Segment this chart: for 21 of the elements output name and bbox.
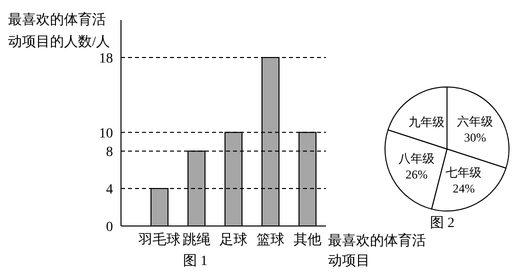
data-label: 24% [452, 181, 475, 196]
slice-label: 七年级 [446, 165, 482, 180]
slice-label: 八年级 [398, 152, 435, 166]
y-tick-label: 4 [106, 182, 113, 198]
y-tick-label: 18 [99, 51, 113, 66]
data-label: 30% [464, 130, 486, 145]
text: 图 2 [430, 215, 454, 232]
text: 图 1 [183, 253, 208, 270]
x-tick-label: 跳绳 [182, 232, 210, 248]
y-tick-label: 8 [106, 145, 113, 160]
x-tick-label: 篮球 [256, 232, 284, 248]
x-tick-label: 羽毛球 [138, 232, 180, 248]
data-label: 26% [406, 168, 428, 182]
x-tick-label: 其他 [294, 232, 322, 248]
slice-label: 九年级 [408, 114, 445, 129]
slice-label: 六年级 [457, 114, 494, 129]
y-tick-label: 0 [106, 220, 113, 235]
x-axis-title: 最喜欢的体育活动项目 [328, 232, 427, 271]
y-axis-title: 最喜欢的体育活动项目的人数/人 [8, 13, 110, 50]
x-tick-label: 足球 [220, 232, 248, 248]
y-tick-label: 10 [99, 126, 113, 142]
